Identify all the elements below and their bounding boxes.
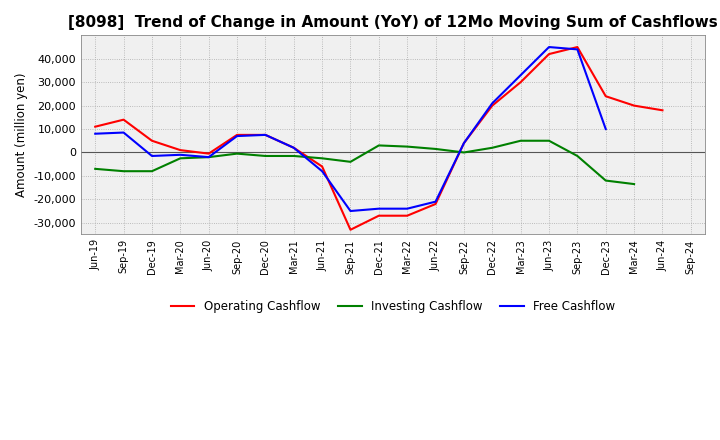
Operating Cashflow — [601, 94, 610, 99]
Operating Cashflow — [318, 164, 326, 169]
Free Cashflow — [289, 145, 298, 150]
Operating Cashflow — [488, 103, 497, 108]
Operating Cashflow — [120, 117, 128, 122]
Investing Cashflow — [488, 145, 497, 150]
Legend: Operating Cashflow, Investing Cashflow, Free Cashflow: Operating Cashflow, Investing Cashflow, … — [166, 296, 620, 318]
Operating Cashflow — [630, 103, 639, 108]
Investing Cashflow — [431, 147, 440, 152]
Title: [8098]  Trend of Change in Amount (YoY) of 12Mo Moving Sum of Cashflows: [8098] Trend of Change in Amount (YoY) o… — [68, 15, 718, 30]
Free Cashflow — [374, 206, 383, 211]
Operating Cashflow — [233, 132, 241, 138]
Operating Cashflow — [148, 138, 156, 143]
Operating Cashflow — [403, 213, 412, 218]
Free Cashflow — [403, 206, 412, 211]
Free Cashflow — [346, 209, 355, 214]
Investing Cashflow — [374, 143, 383, 148]
Investing Cashflow — [346, 159, 355, 165]
Investing Cashflow — [601, 178, 610, 183]
Investing Cashflow — [630, 181, 639, 187]
Line: Investing Cashflow: Investing Cashflow — [95, 141, 634, 184]
Free Cashflow — [120, 130, 128, 135]
Investing Cashflow — [573, 153, 582, 158]
Free Cashflow — [261, 132, 270, 138]
Investing Cashflow — [120, 169, 128, 174]
Investing Cashflow — [261, 153, 270, 158]
Investing Cashflow — [204, 154, 213, 160]
Free Cashflow — [573, 47, 582, 52]
Investing Cashflow — [91, 166, 99, 172]
Operating Cashflow — [545, 51, 554, 57]
Line: Free Cashflow: Free Cashflow — [95, 47, 606, 211]
Free Cashflow — [601, 126, 610, 132]
Operating Cashflow — [91, 124, 99, 129]
Investing Cashflow — [516, 138, 525, 143]
Operating Cashflow — [176, 147, 184, 153]
Investing Cashflow — [545, 138, 554, 143]
Y-axis label: Amount (million yen): Amount (million yen) — [15, 73, 28, 197]
Free Cashflow — [233, 133, 241, 139]
Investing Cashflow — [233, 151, 241, 156]
Operating Cashflow — [261, 132, 270, 138]
Investing Cashflow — [176, 156, 184, 161]
Operating Cashflow — [204, 151, 213, 156]
Operating Cashflow — [289, 145, 298, 150]
Free Cashflow — [431, 199, 440, 204]
Investing Cashflow — [459, 150, 468, 155]
Free Cashflow — [459, 140, 468, 146]
Line: Operating Cashflow: Operating Cashflow — [95, 47, 662, 230]
Investing Cashflow — [289, 153, 298, 158]
Operating Cashflow — [346, 227, 355, 232]
Operating Cashflow — [573, 44, 582, 50]
Operating Cashflow — [374, 213, 383, 218]
Operating Cashflow — [658, 108, 667, 113]
Free Cashflow — [516, 73, 525, 78]
Operating Cashflow — [431, 202, 440, 207]
Free Cashflow — [545, 44, 554, 50]
Free Cashflow — [148, 153, 156, 158]
Free Cashflow — [176, 152, 184, 158]
Operating Cashflow — [516, 80, 525, 85]
Investing Cashflow — [148, 169, 156, 174]
Free Cashflow — [91, 131, 99, 136]
Operating Cashflow — [459, 140, 468, 146]
Investing Cashflow — [403, 144, 412, 149]
Free Cashflow — [204, 154, 213, 160]
Free Cashflow — [488, 101, 497, 106]
Investing Cashflow — [318, 156, 326, 161]
Free Cashflow — [318, 169, 326, 174]
